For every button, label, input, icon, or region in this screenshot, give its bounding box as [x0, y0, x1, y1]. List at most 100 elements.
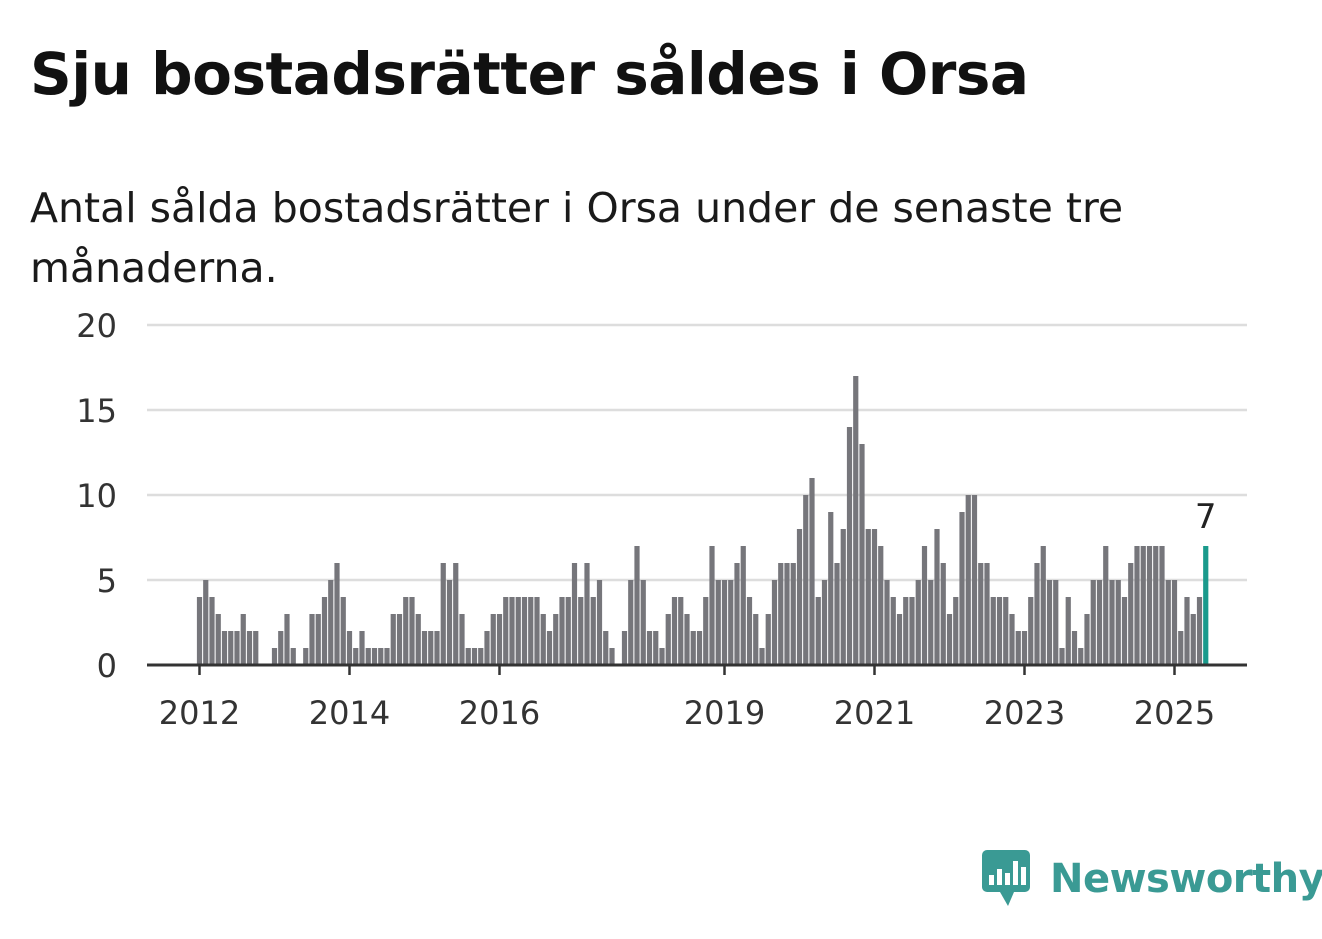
bar — [1146, 546, 1153, 665]
bar — [890, 597, 896, 665]
bar — [334, 563, 340, 665]
bar — [1109, 580, 1115, 665]
bar — [853, 376, 859, 665]
bar — [465, 648, 471, 665]
bar — [353, 648, 359, 665]
bar — [196, 597, 203, 665]
bar — [546, 631, 553, 665]
bar — [440, 563, 446, 665]
bar — [859, 444, 865, 665]
bar — [953, 597, 959, 665]
bar — [396, 614, 403, 665]
bar — [359, 631, 365, 665]
bar — [978, 563, 984, 665]
bar — [471, 648, 478, 665]
bar — [1015, 631, 1021, 665]
bar — [659, 648, 665, 665]
bar — [909, 597, 915, 665]
bar — [540, 614, 546, 665]
bar — [534, 597, 540, 665]
bars — [196, 376, 1209, 665]
bar — [771, 580, 778, 665]
bar — [203, 580, 209, 665]
bar — [640, 580, 646, 665]
bar — [1046, 580, 1053, 665]
chart-title: Sju bostadsrätter såldes i Orsa — [30, 40, 1029, 108]
bar — [921, 546, 928, 665]
bar — [584, 563, 590, 665]
bar — [896, 614, 903, 665]
bar — [421, 631, 428, 665]
y-tick-label: 15 — [76, 392, 117, 430]
bar — [628, 580, 634, 665]
x-tick-label: 2016 — [459, 694, 540, 732]
bar — [865, 529, 871, 665]
bar — [434, 631, 440, 665]
bar — [690, 631, 696, 665]
bar — [371, 648, 378, 665]
bar — [590, 597, 596, 665]
bar — [1103, 546, 1109, 665]
y-tick-label: 0 — [97, 647, 117, 685]
bar — [240, 614, 246, 665]
bar — [721, 580, 728, 665]
axes: 0 5 10 15 20 7 2012 2014 2016 2019 2021 2023 2025 — [76, 307, 1247, 732]
bar — [503, 597, 509, 665]
bar — [1040, 546, 1046, 665]
bar — [815, 597, 821, 665]
bar — [340, 597, 346, 665]
y-tick-label: 20 — [76, 307, 117, 345]
x-tick-label: 2012 — [159, 694, 240, 732]
bar — [1065, 597, 1071, 665]
bar — [603, 631, 609, 665]
bar-latest — [1203, 546, 1209, 665]
bar — [728, 580, 734, 665]
bar — [253, 631, 259, 665]
bar — [809, 478, 815, 665]
bar — [665, 614, 671, 665]
bar — [1021, 631, 1028, 665]
bar — [734, 563, 740, 665]
bar — [453, 563, 459, 665]
bar — [1071, 631, 1078, 665]
bar — [234, 631, 240, 665]
bar — [784, 563, 790, 665]
bar — [1121, 597, 1128, 665]
bar — [984, 563, 990, 665]
bar — [428, 631, 434, 665]
bar — [715, 580, 721, 665]
bar — [1115, 580, 1121, 665]
bar — [671, 597, 678, 665]
bar — [221, 631, 228, 665]
bar — [696, 631, 703, 665]
bar — [384, 648, 390, 665]
bar — [290, 648, 296, 665]
bar — [1059, 648, 1065, 665]
bar — [1153, 546, 1159, 665]
newsworthy-bar-chart-icon — [982, 850, 1030, 906]
bar — [634, 546, 640, 665]
bar — [490, 614, 496, 665]
bar — [609, 648, 615, 665]
bar — [328, 580, 334, 665]
bar — [946, 614, 953, 665]
bar — [846, 427, 853, 665]
bar — [834, 563, 840, 665]
bar — [284, 614, 290, 665]
grid-lines — [147, 323, 1247, 582]
newsworthy-logo: Newsworthy — [980, 848, 1322, 910]
bar — [1084, 614, 1090, 665]
bar — [996, 597, 1003, 665]
bar — [321, 597, 328, 665]
bar — [559, 597, 565, 665]
bar — [796, 529, 803, 665]
bar — [684, 614, 690, 665]
bar — [415, 614, 421, 665]
bar — [496, 614, 503, 665]
bar — [446, 580, 453, 665]
bar — [484, 631, 490, 665]
bar — [940, 563, 946, 665]
bar — [315, 614, 321, 665]
bar — [840, 529, 846, 665]
bar — [1034, 563, 1040, 665]
